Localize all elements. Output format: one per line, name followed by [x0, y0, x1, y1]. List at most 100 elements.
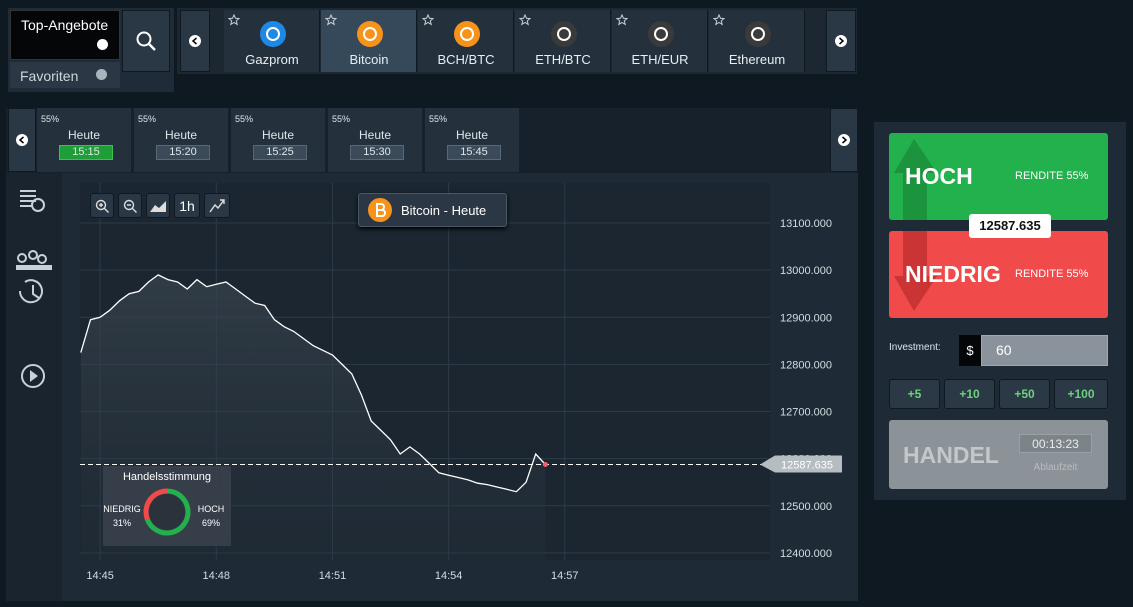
increment-button[interactable]: +10: [944, 379, 995, 409]
prev-button[interactable]: [180, 10, 210, 72]
asset-label: Gazprom: [245, 52, 299, 67]
chart-title: Bitcoin - Heute: [401, 202, 487, 218]
star-icon: [228, 14, 240, 26]
sentiment-high-name: HOCH: [197, 504, 225, 514]
expiry-tab[interactable]: 55% Heute 15:15: [37, 108, 131, 172]
expiry-prev[interactable]: [8, 108, 36, 172]
y-tick-label: 12800.000: [780, 359, 832, 371]
sentiment-high-arc: [145, 488, 191, 536]
expiry-time: 15:30: [350, 145, 404, 160]
expiry-tab[interactable]: 55% Heute 15:25: [231, 108, 325, 172]
next-button[interactable]: [826, 10, 856, 72]
favorites[interactable]: Favoriten: [10, 62, 120, 88]
expiry-day: Heute: [67, 128, 101, 142]
arrow-left: [189, 35, 201, 47]
y-tick-label: 12700.000: [780, 407, 832, 419]
investment-input[interactable]: 60: [981, 335, 1108, 366]
play-icon: [96, 69, 107, 80]
top-offers[interactable]: Top-Angebote: [10, 10, 120, 60]
asset-tab[interactable]: BCH/BTC: [418, 10, 514, 72]
zoom-in[interactable]: [90, 193, 114, 218]
search-button[interactable]: [122, 10, 170, 72]
sentiment-donut: [143, 488, 191, 536]
trade-submit[interactable]: HANDEL 00:13:23 Ablaufzeit: [889, 420, 1108, 489]
expiry-tab[interactable]: 55% Heute 15:45: [425, 108, 519, 172]
y-tick-label: 13000.000: [780, 265, 832, 277]
expiry-time: 15:25: [253, 145, 307, 160]
indicator-icon: [209, 198, 225, 212]
zoom-out[interactable]: [118, 193, 142, 218]
expiry-time: 15:45: [447, 145, 501, 160]
area-icon: [150, 200, 166, 212]
sentiment-low-name: NIEDRIG: [103, 504, 141, 514]
star-icon: [519, 14, 531, 26]
increment-button[interactable]: +5: [889, 379, 940, 409]
low-button[interactable]: NIEDRIG RENDITE 55%: [889, 231, 1108, 318]
x-tick-label: 14:48: [203, 570, 231, 582]
price-line: [80, 274, 546, 493]
expiry-day: Heute: [164, 128, 198, 142]
expiry-next[interactable]: [830, 108, 858, 172]
expiry-tab[interactable]: 55% Heute 15:30: [328, 108, 422, 172]
x-tick-label: 14:51: [319, 570, 347, 582]
increment-button[interactable]: +100: [1054, 379, 1108, 409]
timer-label: Ablaufzeit: [1033, 462, 1078, 473]
expiry-time: 15:20: [156, 145, 210, 160]
expiry-tab[interactable]: 55% Heute 15:20: [134, 108, 228, 172]
high-label: HOCH: [905, 163, 973, 189]
sentiment-low-arc: [143, 488, 168, 521]
down-arrow: [894, 231, 937, 311]
high-button[interactable]: HOCH RENDITE 55%: [889, 133, 1108, 220]
expiry-day: Heute: [261, 128, 295, 142]
arrow-left: [16, 134, 28, 146]
low-payout: RENDITE 55%: [1015, 268, 1089, 280]
top-offers-label: Top-Angebote: [21, 17, 109, 33]
interval-button[interactable]: 1h: [174, 193, 200, 218]
chart-toolbar: 1h: [90, 193, 232, 218]
increment-button[interactable]: +50: [999, 379, 1050, 409]
expiry-payout: 55%: [429, 114, 448, 124]
expiry-day: Heute: [358, 128, 392, 142]
asset-tab[interactable]: ETH/EUR: [612, 10, 708, 72]
star-icon: [616, 14, 628, 26]
arrow-right: [838, 134, 850, 146]
play-icon: [97, 39, 108, 50]
arrow-right: [835, 35, 847, 47]
sentiment-low-value: 31%: [112, 518, 131, 528]
sentiment-box: Handelsstimmung NIEDRIG 31% HOCH 69%: [103, 466, 231, 546]
indicator-button[interactable]: [204, 193, 230, 218]
expiry-time: 15:15: [59, 145, 113, 160]
asset-label: Bitcoin: [349, 52, 389, 67]
investment-label: Investment:: [889, 342, 941, 353]
asset-tab[interactable]: Ethereum: [709, 10, 805, 72]
asset-tab[interactable]: ETH/BTC: [515, 10, 611, 72]
asset-icon: [648, 21, 674, 47]
price-tag-label: 12587.635: [781, 460, 833, 472]
side-menu: [6, 173, 62, 601]
asset-icon: [551, 21, 577, 47]
price-tooltip: 12587.635: [969, 214, 1051, 238]
x-tick-label: 14:57: [551, 570, 579, 582]
asset-tab[interactable]: Gazprom: [224, 10, 320, 72]
chart-title-box: Bitcoin - Heute: [358, 193, 507, 227]
star-icon: [422, 14, 434, 26]
expiry-day: Heute: [455, 128, 489, 142]
chart-type[interactable]: [146, 193, 170, 218]
asset-label: ETH/BTC: [535, 52, 591, 67]
price-tag: [760, 455, 842, 473]
y-tick-label: 12900.000: [780, 312, 832, 324]
favorites-label: Favoriten: [20, 68, 79, 84]
bitcoin-icon: [368, 198, 392, 222]
x-tick-label: 14:45: [86, 570, 114, 582]
sentiment-high-value: 69%: [201, 518, 220, 528]
currency: $: [959, 335, 981, 366]
asset-tab[interactable]: Bitcoin: [321, 10, 417, 72]
search-icon: [136, 31, 156, 51]
current-point: [542, 462, 548, 468]
y-tick-label: 13100.000: [780, 218, 832, 230]
expiry-payout: 55%: [332, 114, 351, 124]
x-tick-label: 14:54: [435, 570, 463, 582]
zoom-in-icon: [95, 199, 109, 213]
asset-icon: [260, 21, 286, 47]
